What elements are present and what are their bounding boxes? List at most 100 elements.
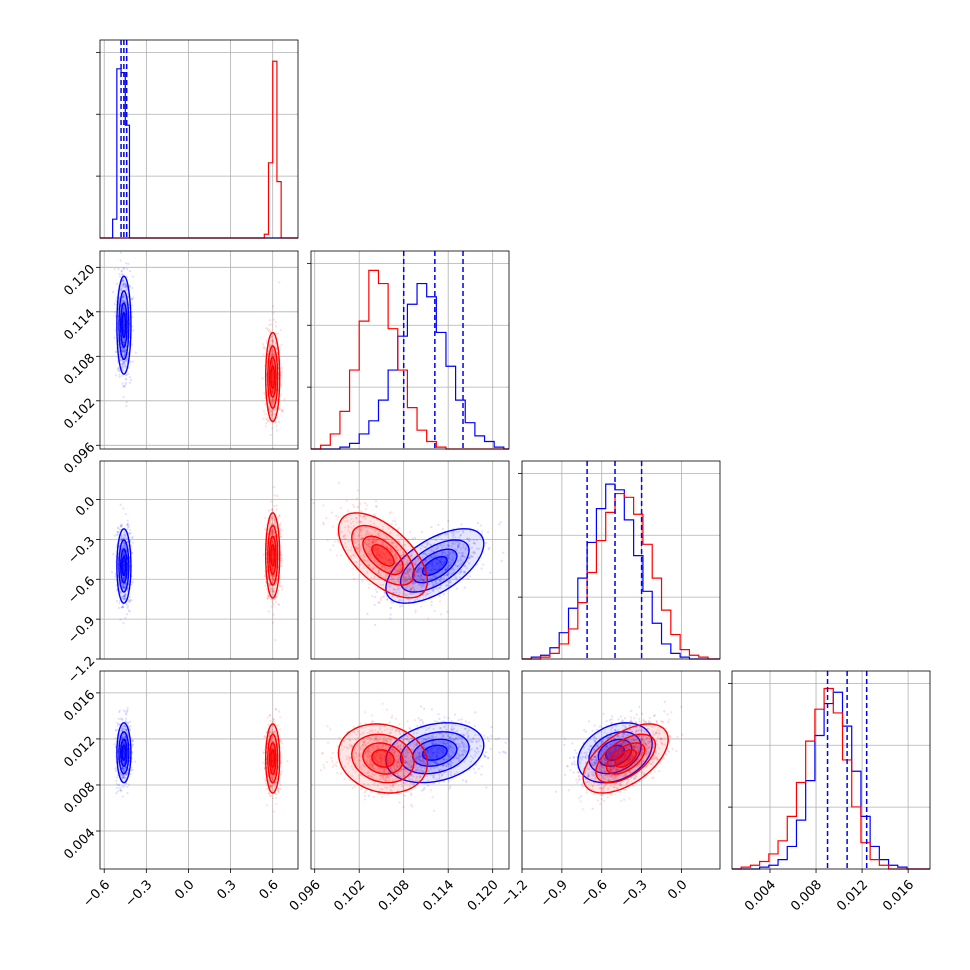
sample-point xyxy=(122,268,124,270)
sample-point xyxy=(477,522,479,524)
sample-point xyxy=(263,354,265,356)
sample-point xyxy=(116,783,118,785)
sample-point xyxy=(389,618,391,620)
sample-point xyxy=(381,596,383,598)
sample-point xyxy=(117,784,119,786)
sample-point xyxy=(132,275,134,277)
sample-point xyxy=(115,299,117,301)
sample-point xyxy=(121,718,123,720)
sample-point xyxy=(266,417,268,419)
sample-point xyxy=(277,333,279,335)
sample-point xyxy=(264,403,266,405)
sample-point xyxy=(127,605,129,607)
sample-point xyxy=(439,595,441,597)
sample-point xyxy=(446,611,448,613)
sample-point xyxy=(116,600,118,602)
sample-point xyxy=(394,520,396,522)
sample-point xyxy=(392,520,394,522)
sample-point xyxy=(421,531,423,533)
sample-point xyxy=(384,593,386,595)
diagonal-panel-2 xyxy=(518,461,720,659)
sample-point xyxy=(261,377,263,379)
sample-point xyxy=(131,744,133,746)
sample-point xyxy=(273,319,275,321)
sample-point xyxy=(376,591,378,593)
sample-point xyxy=(345,500,347,502)
sample-point xyxy=(487,531,489,533)
sample-point xyxy=(280,536,282,538)
sample-point xyxy=(447,520,449,522)
sample-point xyxy=(337,541,339,543)
sample-point xyxy=(398,527,400,529)
scatter-panel-2-1 xyxy=(307,461,518,659)
sample-point xyxy=(119,709,121,711)
sample-point xyxy=(131,316,133,318)
sample-point xyxy=(122,605,124,607)
sample-point xyxy=(340,554,342,556)
sample-point xyxy=(312,502,314,504)
sample-point xyxy=(280,362,282,364)
sample-point xyxy=(119,273,121,275)
sample-point xyxy=(123,385,125,387)
sample-point xyxy=(127,263,129,265)
sample-point xyxy=(120,252,122,254)
sample-point xyxy=(440,613,442,615)
sample-point xyxy=(469,575,471,577)
sample-point xyxy=(329,549,331,551)
sample-point xyxy=(119,787,121,789)
sample-point xyxy=(415,609,417,611)
sample-point xyxy=(130,379,132,381)
sample-point xyxy=(129,610,131,612)
sample-point xyxy=(374,596,376,598)
sample-point xyxy=(271,508,273,510)
sample-point xyxy=(278,421,280,423)
sample-point xyxy=(443,593,445,595)
sample-point xyxy=(498,523,500,525)
contour-level xyxy=(271,366,275,388)
sample-point xyxy=(122,382,124,384)
sample-point xyxy=(274,494,276,496)
sample-point xyxy=(122,396,124,398)
sample-point xyxy=(281,410,283,412)
histogram-step xyxy=(732,689,930,869)
sample-point xyxy=(124,617,126,619)
sample-point xyxy=(114,311,116,313)
sample-point xyxy=(115,737,117,739)
sample-point xyxy=(272,614,274,616)
sample-point xyxy=(122,622,124,624)
sample-point xyxy=(121,375,123,377)
sample-point xyxy=(129,376,131,378)
sample-point xyxy=(270,434,272,436)
sample-point xyxy=(111,571,113,573)
sample-point xyxy=(280,557,282,559)
sample-point xyxy=(375,500,377,502)
sample-point xyxy=(125,384,127,386)
sample-point xyxy=(353,578,355,580)
sample-point xyxy=(265,422,267,424)
sample-point xyxy=(121,270,123,272)
sample-point xyxy=(364,502,366,504)
panel-frame xyxy=(311,251,509,449)
sample-point xyxy=(264,413,266,415)
sample-point xyxy=(122,795,124,797)
sample-point xyxy=(398,600,400,602)
sample-point xyxy=(340,507,342,509)
sample-point xyxy=(268,595,270,597)
sample-point xyxy=(119,276,121,278)
sample-point xyxy=(401,605,403,607)
sample-point xyxy=(270,323,272,325)
diagonal-panel-1 xyxy=(307,251,509,449)
sample-point xyxy=(120,790,122,792)
sample-point xyxy=(114,268,116,270)
sample-point xyxy=(275,321,277,323)
sample-point xyxy=(431,579,433,581)
sample-point xyxy=(134,761,136,763)
sample-point xyxy=(115,729,117,731)
sample-point xyxy=(423,597,425,599)
sample-point xyxy=(120,259,122,261)
sample-point xyxy=(127,707,129,709)
sample-point xyxy=(425,559,427,561)
sample-point xyxy=(119,376,121,378)
sample-point xyxy=(132,297,134,299)
sample-point xyxy=(119,529,121,531)
